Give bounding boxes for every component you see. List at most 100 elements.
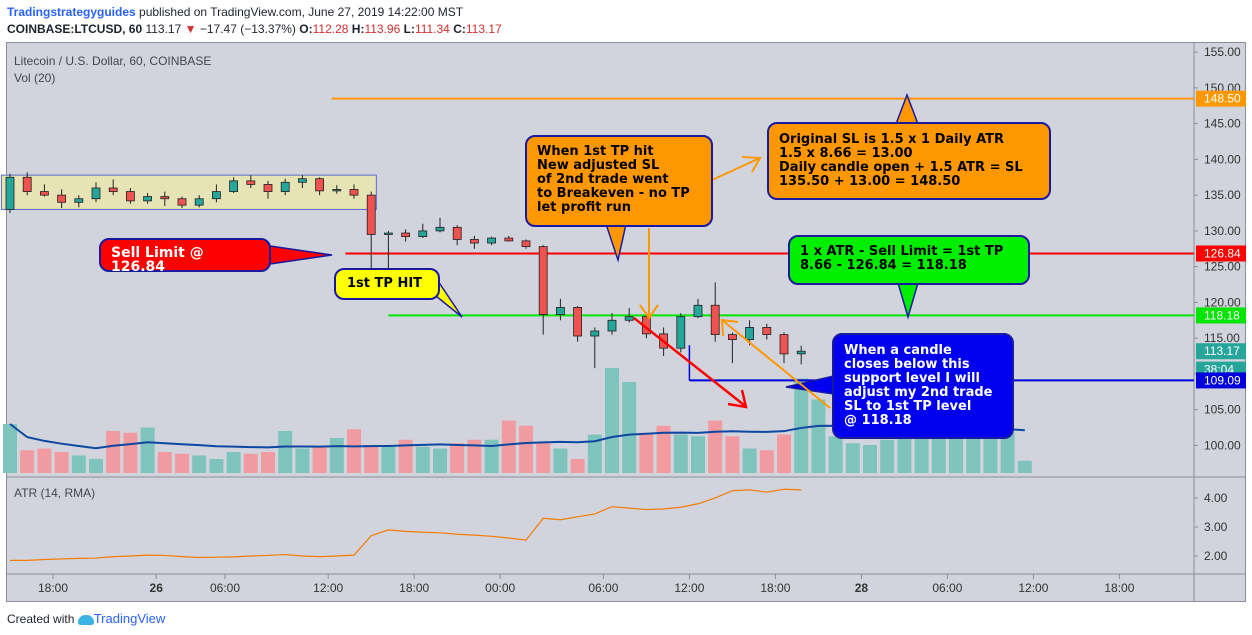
volume-label: Vol (20) <box>14 71 56 85</box>
price-tick-label: 115.00 <box>1204 331 1240 345</box>
volume-bar <box>949 434 963 473</box>
time-tick-label: 06:00 <box>588 581 618 595</box>
volume-bar <box>226 452 241 473</box>
candle-body <box>194 198 204 206</box>
candle-body <box>383 232 393 235</box>
volume-bar <box>123 432 138 473</box>
symbol: COINBASE:LTCUSD, 60 <box>7 22 143 36</box>
candle-body <box>211 191 221 200</box>
price-label: 109.09 <box>1204 373 1241 387</box>
price-tick-label: 105.00 <box>1204 403 1241 417</box>
note-line: 135.50 + 13.00 = 148.50 <box>779 174 961 189</box>
author-link[interactable]: Tradingstrategyguides <box>7 5 136 19</box>
volume-bar <box>329 438 344 473</box>
atr-calc-note: 1 x ATR - Sell Limit = 1st TP 8.66 - 126… <box>788 235 1030 285</box>
time-tick-label: 12:00 <box>674 581 704 595</box>
volume-bar <box>673 434 688 473</box>
low-value: 111.34 <box>414 22 450 36</box>
candle-body <box>796 350 806 355</box>
note-line: adjust my 2nd trade <box>844 385 993 400</box>
candle-body <box>693 304 703 318</box>
candle-body <box>556 307 565 315</box>
volume-bar <box>794 378 809 473</box>
note-line: Original SL is 1.5 x 1 Daily ATR <box>779 132 1005 147</box>
open-label: O: <box>299 22 313 36</box>
atr-label: ATR (14, RMA) <box>14 486 96 500</box>
candle-body <box>624 316 634 321</box>
volume-bar <box>845 443 860 473</box>
volume-bar <box>37 448 52 473</box>
tradingview-logo-icon[interactable] <box>77 614 94 625</box>
price-tick-label: 130.00 <box>1204 224 1241 238</box>
volume-bar <box>639 432 654 473</box>
candle-body <box>57 194 66 203</box>
candle-close-note: When a candle closes below this support … <box>832 333 1014 439</box>
candle-body <box>263 184 273 192</box>
time-tick-label: 00:00 <box>485 581 515 595</box>
note-line: Daily candle open + 1.5 ATR = SL <box>779 160 1023 175</box>
time-tick-label: 18:00 <box>760 581 790 595</box>
time-tick-label: 18:00 <box>38 581 68 595</box>
candle-body <box>487 237 497 244</box>
price-label-bg <box>1196 90 1246 107</box>
volume-bar <box>106 431 121 473</box>
red-trend-arrow-head <box>727 389 748 409</box>
sell-limit-note: Sell Limit @ 126.84 <box>99 238 271 275</box>
candle-body <box>126 191 135 202</box>
sell-limit-text: Sell Limit @ 126.84 <box>111 245 204 275</box>
note-line: to Breakeven - no TP <box>537 186 690 201</box>
sell-limit-pointer <box>269 245 333 265</box>
last-price: 113.17 <box>145 22 182 36</box>
symbol-line: COINBASE:LTCUSD, 60 113.17 ▼ −17.47 (−13… <box>7 22 502 36</box>
atr-line <box>10 488 802 561</box>
candle-body <box>108 187 118 192</box>
volume-bar <box>398 439 413 473</box>
volume-bar <box>347 429 361 473</box>
candle-body <box>332 189 342 192</box>
publish-info: published on TradingView.com, June 27, 2… <box>135 5 464 19</box>
tp-hit-text: 1st TP HIT <box>347 276 423 291</box>
volume-bar <box>725 436 740 473</box>
price-tick-label: 100.00 <box>1204 438 1241 452</box>
volume-bar <box>777 434 791 473</box>
time-tick-label: 12:00 <box>313 581 343 595</box>
volume-bar <box>381 445 396 473</box>
volume-bar <box>261 452 275 473</box>
volume-bar <box>708 420 723 473</box>
candle-body <box>91 187 101 200</box>
candle-body <box>160 196 170 200</box>
consolidation-box <box>0 174 377 210</box>
volume-bar <box>828 436 843 473</box>
volume-bar <box>312 446 327 473</box>
time-tick-label: 12:00 <box>1018 581 1048 595</box>
tradingview-link[interactable]: TradingView <box>93 611 166 626</box>
orange-arrow <box>721 319 831 409</box>
candle-body <box>762 327 772 335</box>
volume-bar <box>519 425 533 473</box>
original-sl-note: Original SL is 1.5 x 1 Daily ATR 1.5 x 8… <box>767 122 1051 200</box>
candle-body <box>521 240 531 248</box>
volume-bar <box>622 382 637 473</box>
time-tick-label: 06:00 <box>210 581 240 595</box>
volume-bar <box>656 425 671 473</box>
candle-body <box>143 196 153 202</box>
candle-body <box>22 176 32 192</box>
price-tick-label: 155.00 <box>1204 45 1241 59</box>
price-label: 126.84 <box>1204 246 1241 260</box>
note-line: 1.5 x 8.66 = 13.00 <box>779 146 913 161</box>
volume-bar <box>742 448 757 473</box>
note-line: let profit run <box>537 200 631 215</box>
orange-arrow-head <box>741 156 762 173</box>
price-tick-label: 120.00 <box>1204 295 1241 309</box>
volume-bar <box>1000 432 1015 473</box>
volume-bar <box>175 453 189 473</box>
time-tick-label: 06:00 <box>932 581 962 595</box>
candle-body <box>590 330 600 337</box>
volume-bar <box>691 436 705 473</box>
volume-bar <box>192 455 207 473</box>
candle-body <box>349 189 359 196</box>
note-line: 1 x ATR - Sell Limit = 1st TP <box>800 244 1004 259</box>
red-trend-arrow <box>633 317 745 406</box>
atr-calc-pointer <box>896 282 920 320</box>
